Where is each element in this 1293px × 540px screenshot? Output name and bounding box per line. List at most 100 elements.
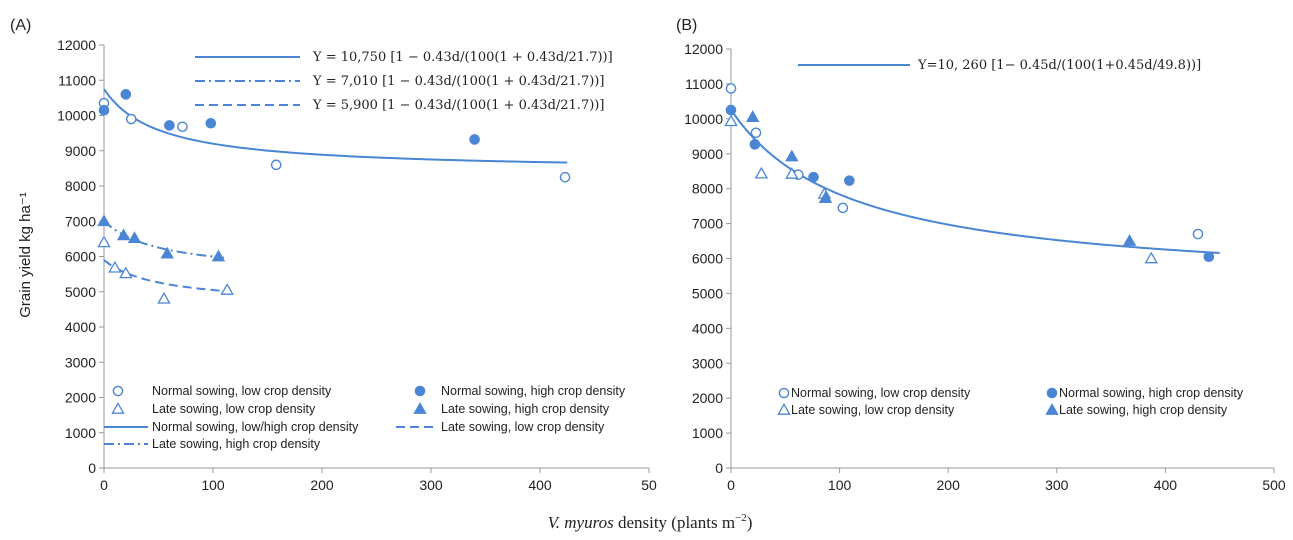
legend-label: Late sowing, low crop density <box>152 402 316 416</box>
x-axis-label: V. myuros density (plants m−2) <box>548 512 753 532</box>
data-point-open-circle <box>559 171 571 183</box>
fit-curve-solid <box>730 109 1220 254</box>
data-point-filled-triangle <box>160 246 174 259</box>
data-point-open-triangle <box>785 167 799 179</box>
y-tick-label: 8000 <box>65 178 96 194</box>
data-point-filled-circle <box>808 171 819 183</box>
y-tick-label: 11000 <box>685 76 723 92</box>
y-tick-label: 12000 <box>57 37 96 53</box>
data-point-open-circle <box>1192 228 1204 240</box>
data-point-filled-triangle <box>818 191 833 203</box>
legend-label: Normal sowing, low crop density <box>791 386 971 400</box>
x-tick-label: 100 <box>828 477 852 493</box>
data-point-open-circle <box>725 83 737 94</box>
legend-label: Normal sowing, high crop density <box>441 384 626 398</box>
legend-marker-open-triangle <box>111 402 125 414</box>
legend-marker-open-circle <box>778 387 790 399</box>
x-axis-label-exponent: −2 <box>735 512 747 524</box>
legend-marker-filled-circle <box>414 385 426 397</box>
x-tick-label: 400 <box>1154 477 1178 493</box>
x-tick-label: 0 <box>100 477 108 493</box>
x-tick-label: 500 <box>1262 477 1286 493</box>
data-point-filled-circle <box>164 120 175 131</box>
y-tick-label: 0 <box>715 460 723 476</box>
y-tick-label: 2000 <box>692 390 723 406</box>
y-tick-label: 10000 <box>57 108 96 124</box>
equation-text: Y = 5,900 [1 − 0.43d/(100(1 + 0.43d/21.7… <box>312 98 604 113</box>
legend-marker-filled-triangle <box>413 402 427 414</box>
y-tick-label: 5000 <box>692 285 723 301</box>
data-point-open-triangle <box>754 166 769 179</box>
data-point-filled-triangle <box>785 149 799 162</box>
legend-label: Late sowing, high crop density <box>441 402 610 416</box>
x-axis-label-close: ) <box>747 513 753 532</box>
y-tick-label: 11000 <box>58 72 96 88</box>
y-tick-label: 0 <box>88 460 96 476</box>
y-tick-label: 9000 <box>65 143 96 159</box>
x-axis-label-species: V. myuros <box>548 513 615 532</box>
x-tick-label: 200 <box>937 477 961 493</box>
y-tick-label: 2000 <box>65 390 96 406</box>
y-tick-label: 6000 <box>692 251 723 267</box>
x-tick-label: 300 <box>1045 477 1069 493</box>
data-point-open-triangle <box>97 235 111 248</box>
y-axis-label: Grain yield kg ha⁻¹ <box>17 192 34 317</box>
y-tick-label: 10000 <box>684 111 723 127</box>
data-point-filled-triangle <box>116 228 131 241</box>
data-point-filled-triangle <box>211 249 226 262</box>
data-point-open-triangle <box>108 260 122 273</box>
data-point-open-circle <box>125 113 137 125</box>
legend-label: Late sowing, low crop density <box>791 403 955 417</box>
y-tick-label: 8000 <box>692 181 723 197</box>
data-point-filled-triangle <box>745 110 760 122</box>
y-tick-label: 7000 <box>692 216 723 232</box>
data-point-filled-circle <box>98 104 110 116</box>
legend-label: Normal sowing, high crop density <box>1059 386 1244 400</box>
data-point-filled-circle <box>120 89 132 100</box>
panel-label: (B) <box>676 17 697 34</box>
legend-marker-open-triangle <box>777 403 791 415</box>
panel-a: (A)0100020003000400050006000700080009000… <box>10 17 657 493</box>
y-tick-label: 12000 <box>684 41 723 57</box>
x-tick-label: 200 <box>310 477 334 493</box>
data-point-filled-circle <box>469 134 480 145</box>
y-tick-label: 3000 <box>65 354 96 370</box>
panel-b: (B)0100020003000400050006000700080009000… <box>676 17 1286 493</box>
legend-label: Normal sowing, low/high crop density <box>152 420 359 434</box>
y-tick-label: 4000 <box>65 319 96 335</box>
y-tick-label: 1000 <box>692 425 723 441</box>
equation-text: Y = 10,750 [1 − 0.43d/(100(1 + 0.43d/21.… <box>312 50 613 65</box>
legend-label: Late sowing, low crop density <box>441 420 605 434</box>
data-point-open-circle <box>270 159 282 171</box>
data-point-open-triangle <box>119 266 133 279</box>
data-point-filled-triangle <box>1122 234 1137 246</box>
legend-label: Normal sowing, low crop density <box>152 384 332 398</box>
panel-label: (A) <box>10 17 31 34</box>
x-tick-label: 50 <box>641 477 657 493</box>
y-tick-label: 9000 <box>692 146 723 162</box>
data-point-filled-circle <box>725 104 737 116</box>
y-tick-label: 3000 <box>692 355 723 371</box>
legend-label: Late sowing, high crop density <box>1059 403 1228 417</box>
legend-marker-filled-triangle <box>1045 403 1059 415</box>
equation-text: Y = 7,010 [1 − 0.43d/(100(1 + 0.43d/21.7… <box>312 74 604 89</box>
data-point-open-circle <box>177 121 188 133</box>
data-point-open-triangle <box>220 283 234 295</box>
x-tick-label: 0 <box>727 477 735 493</box>
legend-marker-open-circle <box>112 385 124 397</box>
y-tick-label: 4000 <box>692 320 723 336</box>
data-point-open-circle <box>750 127 762 139</box>
data-point-filled-triangle <box>97 214 111 227</box>
data-point-open-circle <box>837 202 849 214</box>
fit-curve-dashed <box>103 259 224 292</box>
equation-text: Y=10, 260 [1− 0.45d/(100(1+0.45d/49.8))] <box>917 58 1201 73</box>
y-tick-label: 7000 <box>65 213 96 229</box>
x-tick-label: 400 <box>528 477 552 493</box>
fit-curve-solid <box>103 88 568 164</box>
data-point-filled-circle <box>1203 251 1215 263</box>
x-axis-label-text: density (plants m <box>614 513 735 532</box>
data-point-open-triangle <box>1144 251 1159 264</box>
x-tick-label: 300 <box>419 477 443 493</box>
